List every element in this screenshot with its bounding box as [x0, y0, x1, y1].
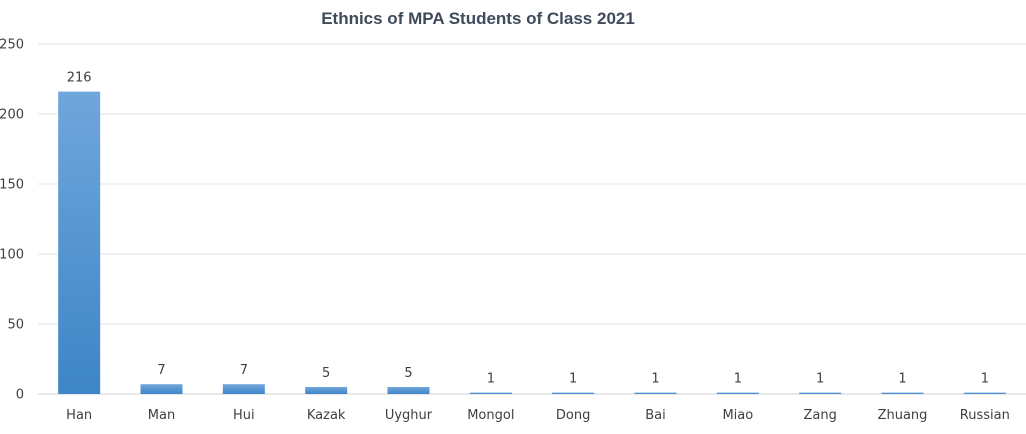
x-tick-label-mongol: Mongol: [467, 408, 514, 423]
bar-russian: [963, 392, 1006, 394]
data-label-zhuang: 1: [898, 372, 906, 387]
bars: [58, 91, 1006, 394]
data-label-man: 7: [157, 363, 165, 378]
x-tick-label-man: Man: [148, 408, 175, 423]
x-tick-label-miao: Miao: [722, 408, 753, 423]
bar-kazak: [305, 387, 348, 394]
data-label-bai: 1: [651, 372, 659, 387]
gridlines: [38, 43, 1026, 395]
y-tick-label: 50: [7, 318, 24, 333]
x-tick-label-zang: Zang: [803, 408, 836, 423]
data-label-russian: 1: [981, 372, 989, 387]
bar-han: [58, 91, 101, 394]
data-labels: 216 7 7 5 5 1 1 1 1 1 1 1: [67, 71, 989, 387]
x-axis-ticks: Han Man Hui Kazak Uyghur Mongol Dong Bai Miao Zan…: [66, 408, 1010, 423]
data-label-uyghur: 5: [404, 366, 412, 381]
x-tick-label-bai: Bai: [645, 408, 666, 423]
x-tick-label-hui: Hui: [233, 408, 255, 423]
data-label-kazak: 5: [322, 366, 330, 381]
x-tick-label-kazak: Kazak: [307, 408, 346, 423]
data-label-mongol: 1: [487, 372, 495, 387]
x-tick-label-uyghur: Uyghur: [385, 408, 433, 423]
data-label-zang: 1: [816, 372, 824, 387]
bar-uyghur: [387, 387, 430, 394]
bar-bai: [634, 392, 677, 394]
bar-hui: [222, 384, 265, 394]
bar-zhuang: [881, 392, 924, 394]
bar-miao: [716, 392, 759, 394]
y-tick-label: 150: [0, 178, 24, 193]
bar-dong: [552, 392, 595, 394]
y-tick-label: 250: [0, 38, 24, 53]
data-label-han: 216: [67, 71, 92, 86]
x-tick-label-han: Han: [66, 408, 92, 423]
bar-mongol: [469, 392, 512, 394]
x-tick-label-russian: Russian: [960, 408, 1010, 423]
bar-man: [140, 384, 183, 394]
data-label-miao: 1: [734, 372, 742, 387]
bar-zang: [799, 392, 842, 394]
y-tick-label: 0: [16, 388, 24, 403]
y-tick-label: 100: [0, 248, 24, 263]
x-tick-label-dong: Dong: [556, 408, 590, 423]
data-label-hui: 7: [240, 363, 248, 378]
y-tick-label: 200: [0, 108, 24, 123]
y-axis-ticks: 0 50 100 150 200 250: [0, 38, 24, 403]
x-tick-label-zhuang: Zhuang: [878, 408, 928, 423]
data-label-dong: 1: [569, 372, 577, 387]
chart-title: Ethnics of MPA Students of Class 2021: [321, 9, 635, 28]
